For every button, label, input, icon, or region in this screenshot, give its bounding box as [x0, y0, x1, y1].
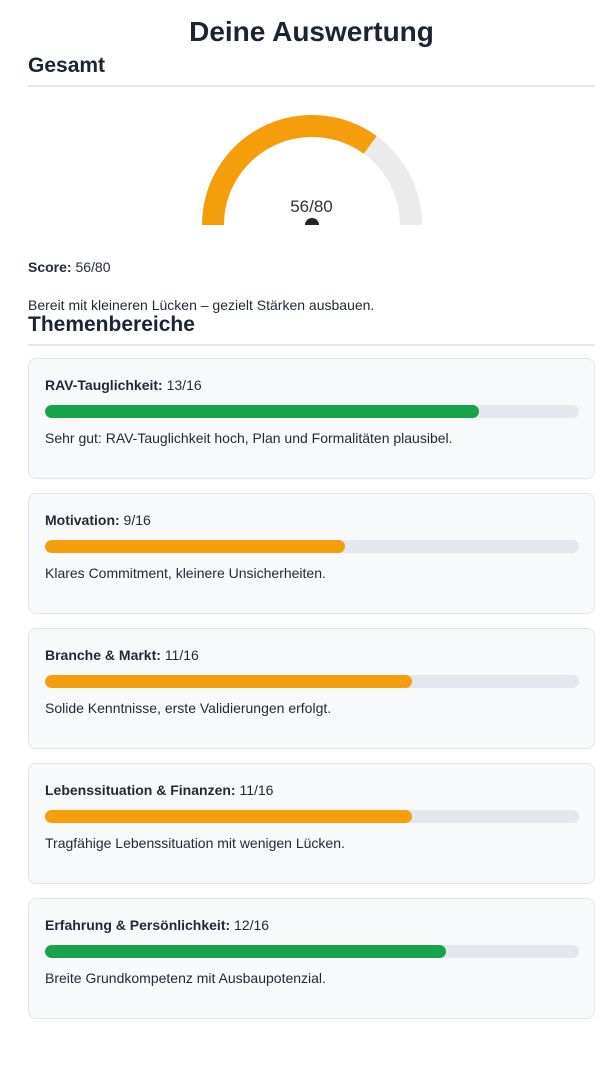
topic-name: Lebenssituation & Finanzen:	[45, 782, 236, 798]
overall-score: Score: 56/80	[28, 259, 595, 275]
topic-card-motivation: Motivation: 9/16 Klares Commitment, klei…	[28, 493, 595, 614]
topic-header: Motivation: 9/16	[45, 512, 578, 530]
topic-card-erfahrung: Erfahrung & Persönlichkeit: 12/16 Breite…	[28, 898, 595, 1019]
score-label: Score:	[28, 259, 72, 275]
topic-score: 11/16	[239, 782, 274, 798]
section-heading-overall: Gesamt	[28, 54, 595, 87]
topic-header: RAV-Tauglichkeit: 13/16	[45, 377, 578, 395]
gauge-chart	[201, 115, 422, 226]
page-title: Deine Auswertung	[189, 16, 434, 47]
topic-name: Motivation:	[45, 512, 120, 528]
progress-bar-fill	[45, 945, 446, 958]
topic-name: Branche & Markt:	[45, 647, 161, 663]
topic-description: Tragfähige Lebenssituation mit wenigen L…	[45, 835, 345, 851]
progress-bar-fill	[45, 405, 479, 418]
progress-bar	[45, 540, 579, 553]
progress-bar	[45, 675, 579, 688]
topic-score: 9/16	[123, 512, 151, 528]
progress-bar	[45, 810, 579, 823]
topic-name: Erfahrung & Persönlichkeit:	[45, 917, 231, 933]
topic-description: Solide Kenntnisse, erste Validierungen e…	[45, 700, 332, 716]
topic-description: Breite Grundkompetenz mit Ausbaupotenzia…	[45, 970, 326, 986]
overall-gauge: 56/80	[192, 105, 432, 235]
score-value: 56/80	[75, 259, 111, 275]
topic-name: RAV-Tauglichkeit:	[45, 377, 163, 393]
topic-score: 13/16	[166, 377, 202, 393]
topic-header: Lebenssituation & Finanzen: 11/16	[45, 782, 578, 800]
progress-bar-fill	[45, 675, 413, 688]
topic-card-lebenssituation: Lebenssituation & Finanzen: 11/16 Tragfä…	[28, 763, 595, 884]
topic-cards: RAV-Tauglichkeit: 13/16 Sehr gut: RAV-Ta…	[28, 358, 595, 1019]
section-heading-topics: Themenbereiche	[28, 313, 595, 346]
progress-bar-fill	[45, 540, 346, 553]
progress-bar-fill	[45, 810, 413, 823]
gauge-fill	[201, 115, 377, 226]
gauge-value-label: 56/80	[290, 197, 333, 216]
topic-header: Erfahrung & Persönlichkeit: 12/16	[45, 917, 578, 935]
topic-card-rav: RAV-Tauglichkeit: 13/16 Sehr gut: RAV-Ta…	[28, 358, 595, 479]
progress-bar	[45, 405, 579, 418]
topic-score: 12/16	[234, 917, 270, 933]
evaluation-page: Deine Auswertung Gesamt 56/80 Score: 56/…	[28, 16, 595, 1019]
topic-card-branche-markt: Branche & Markt: 11/16 Solide Kenntnisse…	[28, 628, 595, 749]
topic-header: Branche & Markt: 11/16	[45, 647, 578, 665]
overall-summary: Bereit mit kleineren Lücken – gezielt St…	[28, 297, 375, 313]
topic-score: 11/16	[164, 647, 199, 663]
progress-bar	[45, 945, 579, 958]
topic-description: Sehr gut: RAV-Tauglichkeit hoch, Plan un…	[45, 430, 453, 446]
gauge-needle-icon	[304, 218, 319, 225]
topic-description: Klares Commitment, kleinere Unsicherheit…	[45, 565, 326, 581]
